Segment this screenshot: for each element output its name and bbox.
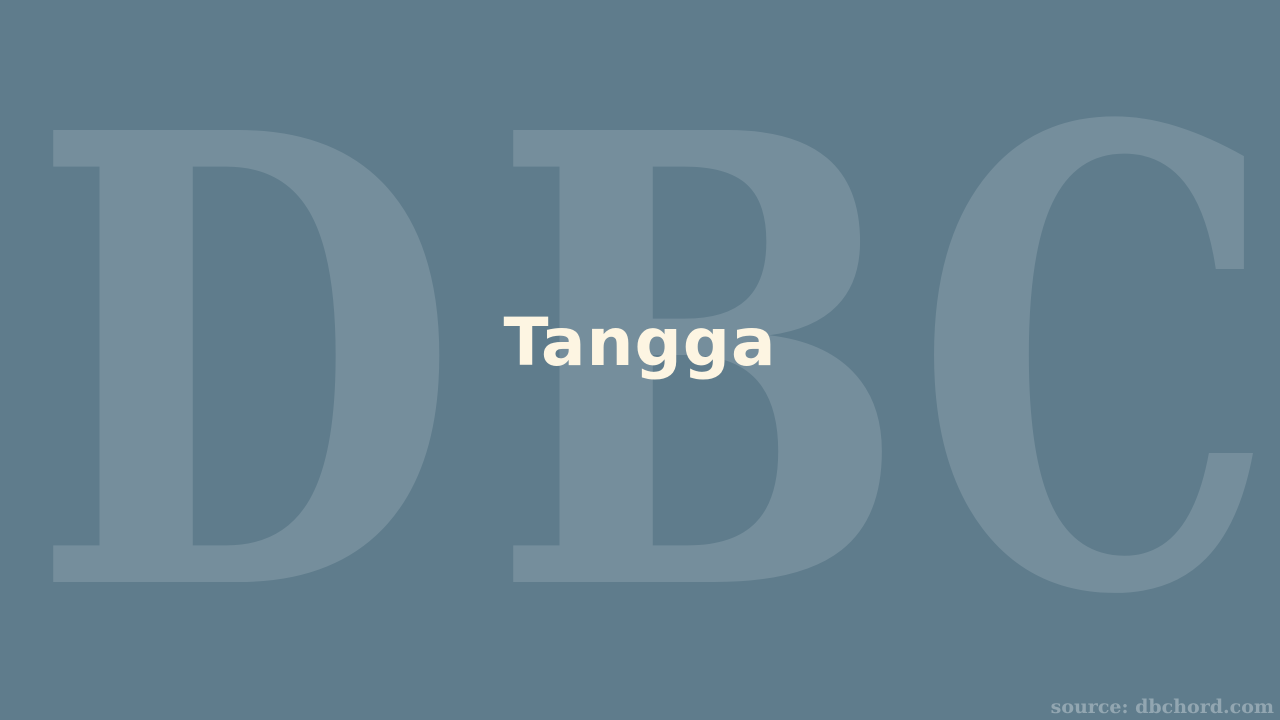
song-title: Tangga (503, 304, 777, 381)
watermark-letter-c: C (915, 0, 1277, 720)
source-credit: source: dbchord.com (1050, 696, 1274, 718)
watermark-letter-d: D (30, 1, 461, 720)
watermark-letter-b: B (490, 1, 910, 720)
